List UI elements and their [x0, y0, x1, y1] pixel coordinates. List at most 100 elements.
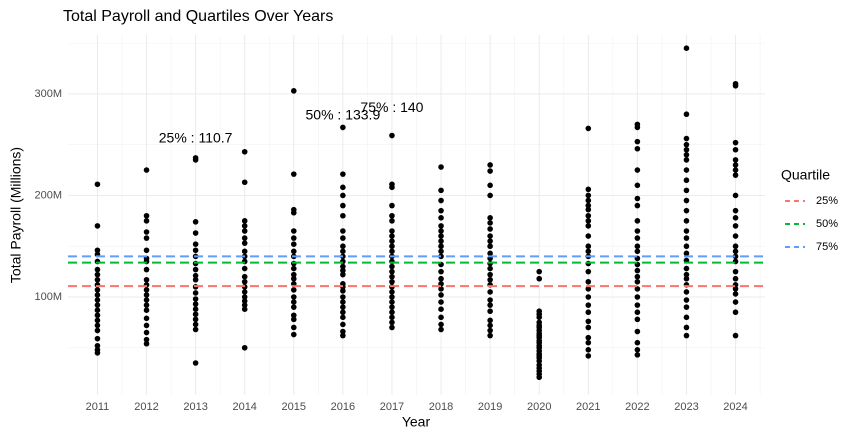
point: [94, 297, 101, 303]
point: [487, 233, 493, 239]
point: [241, 294, 248, 300]
point: [290, 209, 297, 216]
point: [389, 218, 395, 224]
point: [340, 321, 346, 328]
point: [192, 266, 199, 273]
point: [487, 220, 493, 226]
point: [585, 339, 592, 346]
point: [585, 353, 592, 359]
point: [192, 326, 199, 333]
point: [683, 324, 690, 331]
point: [143, 322, 150, 329]
point: [94, 342, 101, 349]
point: [290, 324, 297, 331]
point: [487, 327, 493, 334]
point: [143, 212, 150, 219]
point: [732, 233, 739, 239]
point: [438, 321, 444, 328]
point: [732, 139, 739, 146]
point: [94, 312, 101, 319]
point: [241, 265, 248, 272]
point: [634, 286, 641, 292]
point: [192, 296, 199, 302]
point: [487, 168, 493, 174]
point: [732, 291, 739, 297]
point: [585, 278, 592, 285]
point: [340, 243, 346, 250]
point: [192, 230, 199, 236]
point: [241, 289, 248, 295]
point: [389, 228, 395, 234]
point: [732, 82, 739, 89]
point: [732, 223, 739, 229]
point: [340, 314, 346, 321]
point: [487, 243, 493, 250]
point: [389, 324, 395, 331]
point: [585, 294, 592, 300]
point: [192, 219, 199, 225]
point: [585, 243, 592, 250]
point: [340, 271, 346, 278]
x-tick-label: 2023: [674, 401, 698, 413]
point: [340, 332, 346, 339]
point: [732, 214, 739, 221]
point: [340, 299, 346, 305]
point: [389, 263, 395, 270]
point: [340, 304, 346, 310]
point: [143, 315, 150, 322]
point: [585, 248, 592, 255]
point: [241, 240, 248, 246]
x-tick-label: 2019: [478, 401, 502, 413]
point: [94, 335, 101, 342]
point: [732, 243, 739, 250]
legend-label: 25%: [816, 195, 838, 207]
point: [389, 184, 395, 191]
point: [438, 238, 444, 244]
x-tick-label: 2020: [527, 401, 551, 413]
point: [94, 317, 101, 324]
point: [438, 187, 444, 194]
point: [143, 218, 150, 224]
point: [438, 253, 444, 260]
point: [143, 276, 150, 283]
point: [683, 297, 690, 303]
point: [94, 223, 101, 229]
point: [732, 286, 739, 292]
point: [634, 278, 641, 285]
point: [340, 171, 346, 177]
point: [683, 197, 690, 204]
point: [634, 145, 641, 152]
x-tick-label: 2011: [86, 401, 110, 413]
point: [438, 292, 444, 298]
point: [290, 235, 297, 241]
point: [389, 273, 395, 280]
point: [634, 273, 641, 280]
point: [487, 250, 493, 257]
point: [585, 286, 592, 292]
point: [634, 124, 641, 131]
point: [536, 268, 543, 275]
point: [683, 243, 690, 250]
point: [389, 304, 395, 310]
point: [585, 223, 592, 229]
point: [683, 304, 690, 310]
point: [634, 243, 641, 250]
point: [340, 288, 346, 294]
point: [192, 360, 199, 366]
point: [143, 287, 150, 293]
point: [241, 302, 248, 308]
point: [94, 307, 101, 314]
point: [438, 207, 444, 214]
point: [487, 182, 493, 189]
point: [683, 218, 690, 224]
point: [340, 248, 346, 255]
point: [634, 138, 641, 145]
point: [389, 132, 395, 139]
point: [732, 253, 739, 260]
point: [487, 289, 493, 295]
annotation: 75% : 140: [360, 99, 423, 115]
point: [192, 276, 199, 283]
point: [683, 152, 690, 158]
point: [732, 299, 739, 305]
point: [94, 322, 101, 329]
